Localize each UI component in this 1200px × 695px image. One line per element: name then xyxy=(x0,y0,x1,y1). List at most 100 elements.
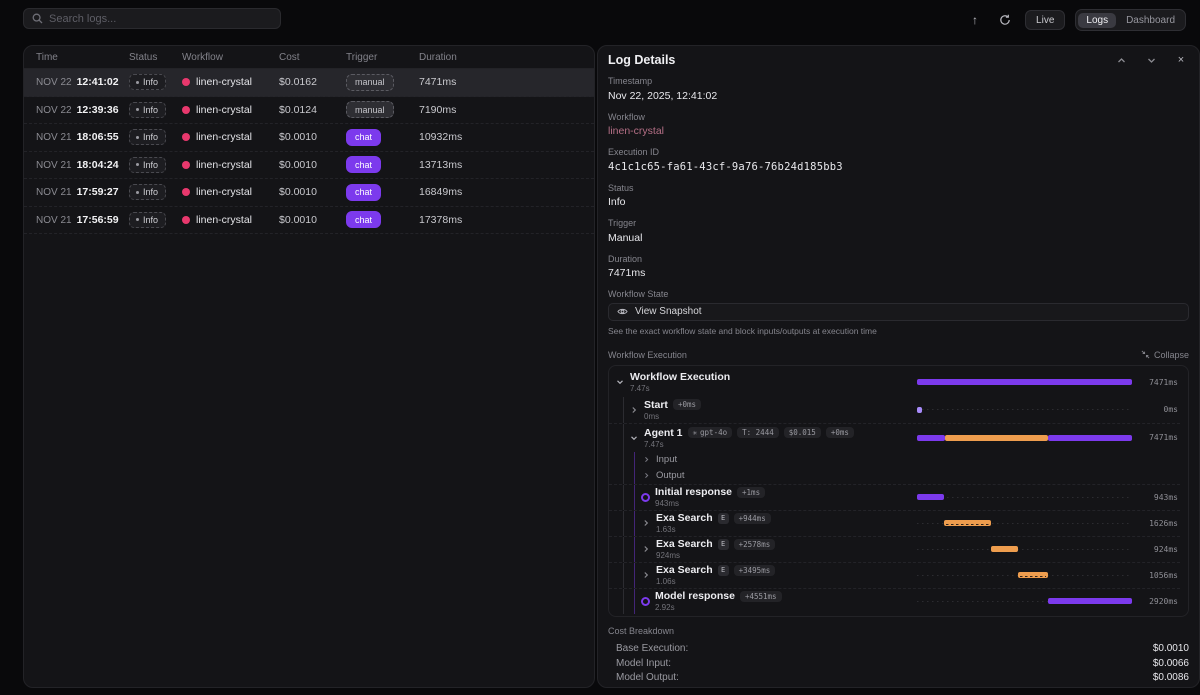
trace-row-model-response[interactable]: Model response +4551ms 2.92s 2920ms xyxy=(609,587,1180,614)
cost-row-input: Model Input: $0.0066 xyxy=(616,657,1189,669)
prev-log-icon[interactable] xyxy=(1113,52,1129,68)
chevron-right-icon[interactable] xyxy=(641,544,651,554)
openai-icon: ✳︎ xyxy=(692,428,698,437)
status-badge: Info xyxy=(129,101,167,118)
status-value: Info xyxy=(608,196,626,208)
offset-badge: +1ms xyxy=(737,486,766,498)
waterfall-track xyxy=(917,406,1132,413)
status-dot xyxy=(136,163,139,167)
col-duration: Duration xyxy=(419,51,457,63)
col-cost: Cost xyxy=(279,51,300,63)
status-badge: Info xyxy=(129,74,167,91)
table-row[interactable]: NOV 22 12:39:36 Info linen-crystal $0.012… xyxy=(24,97,594,124)
status-badge: Info xyxy=(129,129,167,146)
trigger-value: Manual xyxy=(608,231,643,244)
offset-badge: +944ms xyxy=(733,512,771,524)
table-row[interactable]: NOV 21 18:06:55 Info linen-crystal $0.001… xyxy=(24,124,594,152)
trace-row-exa-search-3[interactable]: Exa Search E +3495ms 1.06s 1056ms xyxy=(609,561,1180,588)
waterfall-track xyxy=(917,379,1132,386)
workflow-color-dot xyxy=(182,133,190,142)
waterfall-track xyxy=(917,598,1132,605)
cost-breakdown-label: Cost Breakdown xyxy=(608,625,675,636)
logs-table-panel: Time Status Workflow Cost Trigger Durati… xyxy=(23,45,595,688)
log-details-panel: Log Details × Timestamp Nov 22, 2025, 12:… xyxy=(597,45,1200,688)
view-snapshot-button[interactable]: View Snapshot xyxy=(608,302,1189,321)
chevron-right-icon[interactable] xyxy=(641,570,651,580)
waterfall-track xyxy=(917,520,1132,527)
chevron-right-icon[interactable] xyxy=(629,405,639,415)
waterfall-track xyxy=(917,494,1132,501)
offset-badge: +4551ms xyxy=(739,590,782,602)
trigger-badge: chat xyxy=(346,128,382,146)
chevron-down-icon[interactable] xyxy=(615,377,625,387)
col-workflow: Workflow xyxy=(182,51,223,63)
status-dot xyxy=(136,135,139,139)
trace-row-output[interactable]: Output xyxy=(609,467,1180,484)
eye-icon xyxy=(617,307,628,316)
table-row[interactable]: NOV 21 17:56:59 Info linen-crystal $0.001… xyxy=(24,207,594,234)
status-badge: Info xyxy=(129,211,167,228)
tokens-badge: T: 2444 xyxy=(737,427,779,438)
top-bar: ↑ Live Logs Dashboard xyxy=(0,0,1200,45)
close-icon[interactable]: × xyxy=(1177,54,1185,66)
workflow-color-dot xyxy=(182,188,190,197)
offset-badge: +0ms xyxy=(825,427,854,438)
execution-section-label: Workflow Execution xyxy=(608,349,687,360)
table-row[interactable]: NOV 22 12:41:02 Info linen-crystal $0.016… xyxy=(24,69,594,97)
workflow-color-dot xyxy=(182,215,190,224)
search-box[interactable] xyxy=(23,8,281,29)
waterfall-track xyxy=(917,572,1132,579)
chevron-right-icon[interactable] xyxy=(641,455,651,465)
execution-id-value: 4c1c1c65-fa61-43cf-9a76-76b24d185bb3 xyxy=(608,160,843,173)
field-label: Status xyxy=(608,182,634,193)
table-row[interactable]: NOV 21 18:04:24 Info linen-crystal $0.001… xyxy=(24,152,594,179)
trace-row-input[interactable]: Input xyxy=(609,451,1180,468)
cost-row-output: Model Output: $0.0086 xyxy=(616,672,1189,684)
timestamp-value: Nov 22, 2025, 12:41:02 xyxy=(608,89,718,102)
collapse-button[interactable]: Collapse xyxy=(1141,350,1189,360)
status-badge: Info xyxy=(129,184,167,201)
status-dot xyxy=(136,190,139,194)
status-dot xyxy=(136,80,139,84)
live-button[interactable]: Live xyxy=(1025,10,1066,30)
workflow-color-dot xyxy=(182,78,190,87)
offset-badge: +3495ms xyxy=(733,564,776,576)
trace-row-agent[interactable]: Agent 1 ✳︎ gpt-4o T: 2444 $0.015 +0ms 7.4… xyxy=(609,422,1180,452)
status-badge: Info xyxy=(129,156,167,173)
exa-icon: E xyxy=(717,538,729,550)
cost-badge: $0.015 xyxy=(783,427,821,438)
chevron-right-icon[interactable] xyxy=(641,471,651,481)
chevron-down-icon[interactable] xyxy=(629,433,639,443)
trace-row-exa-search-2[interactable]: Exa Search E +2578ms 924ms 924ms xyxy=(609,535,1180,562)
col-time: Time xyxy=(36,51,58,63)
tab-dashboard[interactable]: Dashboard xyxy=(1126,14,1175,26)
search-input[interactable] xyxy=(49,12,272,25)
trigger-badge: manual xyxy=(346,73,394,91)
tab-logs[interactable]: Logs xyxy=(1078,12,1117,28)
refresh-icon[interactable] xyxy=(995,10,1015,30)
next-log-icon[interactable] xyxy=(1143,52,1159,68)
waterfall-track xyxy=(917,434,1132,441)
exa-icon: E xyxy=(717,512,729,524)
trace-row-exa-search-1[interactable]: Exa Search E +944ms 1.63s 1626ms xyxy=(609,509,1180,536)
duration-value: 7471ms xyxy=(608,267,646,279)
field-label: Execution ID xyxy=(608,147,660,157)
field-label: Workflow xyxy=(608,111,645,122)
view-switcher: Logs Dashboard xyxy=(1075,9,1186,31)
panel-title: Log Details xyxy=(608,53,676,67)
col-trigger: Trigger xyxy=(346,51,378,63)
workflow-color-dot xyxy=(182,105,190,114)
trace-row-start[interactable]: Start +0ms 0ms 0ms xyxy=(609,396,1180,423)
table-row[interactable]: NOV 21 17:59:27 Info linen-crystal $0.001… xyxy=(24,179,594,207)
trace-row-workflow-execution[interactable]: Workflow Execution 7.47s 7471ms xyxy=(609,368,1180,397)
snapshot-helper-text: See the exact workflow state and block i… xyxy=(608,325,877,336)
model-badge: ✳︎ gpt-4o xyxy=(687,427,733,438)
exa-icon: E xyxy=(717,564,729,576)
chevron-right-icon[interactable] xyxy=(641,518,651,528)
trace-row-initial-response[interactable]: Initial response +1ms 943ms 943ms xyxy=(609,483,1180,510)
waterfall-track xyxy=(917,546,1132,553)
workflow-state-label: Workflow State xyxy=(608,289,669,299)
export-icon[interactable]: ↑ xyxy=(972,13,979,27)
table-header: Time Status Workflow Cost Trigger Durati… xyxy=(24,46,594,69)
cost-row-base: Base Execution: $0.0010 xyxy=(616,643,1189,655)
